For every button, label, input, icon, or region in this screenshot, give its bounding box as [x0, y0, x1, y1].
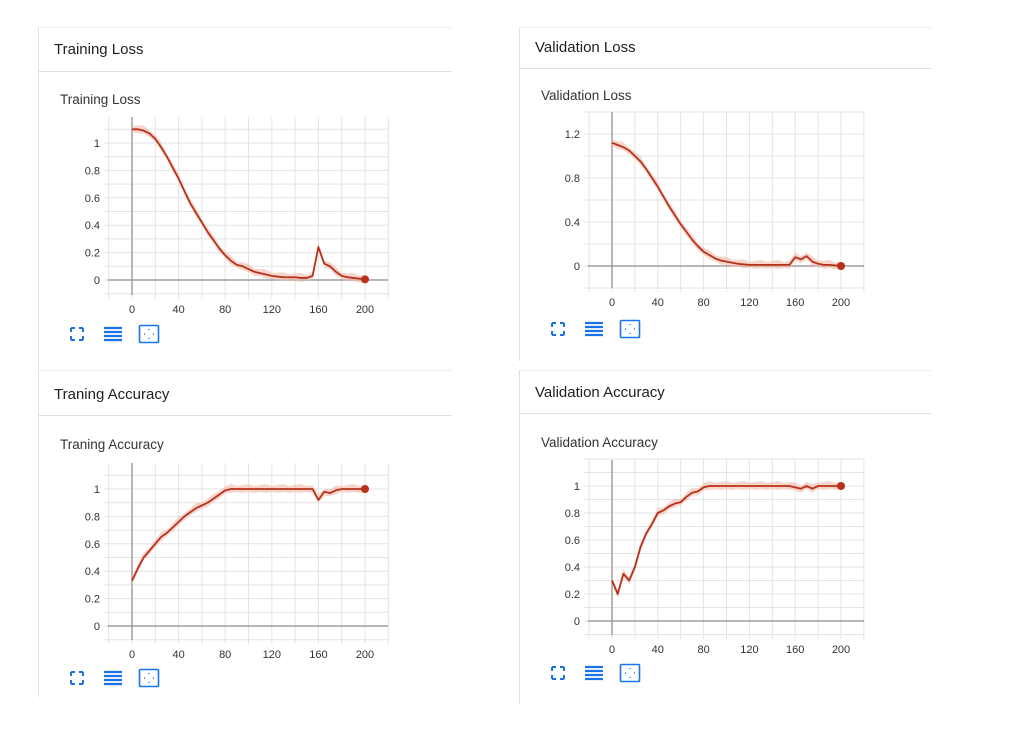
- y-tick-label: 0.2: [565, 589, 580, 601]
- x-tick-label: 200: [832, 297, 850, 309]
- last-point-marker: [361, 485, 369, 493]
- chart-toolbar: [66, 324, 160, 344]
- fit-to-screen-icon[interactable]: [547, 663, 569, 683]
- x-tick-label: 80: [697, 644, 709, 656]
- x-tick-label: 200: [356, 649, 374, 661]
- x-tick-label: 120: [263, 304, 281, 316]
- card-header-title: Validation Loss: [535, 39, 636, 56]
- card-header-title: Traning Accuracy: [54, 386, 170, 403]
- x-tick-label: 200: [356, 304, 374, 316]
- y-tick-label: 0.8: [85, 511, 100, 523]
- x-tick-label: 40: [172, 649, 184, 661]
- toggle-log-scale-icon[interactable]: [102, 668, 124, 688]
- fit-domain-icon[interactable]: [619, 663, 641, 683]
- validation-loss-card: Validation Loss Validation Loss: [519, 27, 931, 361]
- x-tick-label: 0: [129, 649, 135, 661]
- fit-to-screen-icon[interactable]: [66, 324, 88, 344]
- chart-toolbar: [547, 319, 641, 339]
- card-header: Traning Accuracy: [39, 371, 452, 416]
- series-raw-band: [132, 484, 365, 584]
- chart-toolbar: [66, 668, 160, 688]
- chart-validation-loss: 0 40 80 120 160 200 0 0.4 0.8 1.2: [565, 111, 865, 309]
- x-tick-label: 40: [652, 644, 664, 656]
- toggle-log-scale-icon[interactable]: [583, 319, 605, 339]
- x-tick-label: 0: [129, 304, 135, 316]
- y-tick-label: 0: [94, 275, 100, 287]
- y-tick-label: 0.8: [565, 508, 580, 520]
- chart-title: Training Loss: [60, 92, 141, 107]
- x-tick-label: 160: [309, 304, 327, 316]
- card-header-title: Validation Accuracy: [535, 384, 665, 401]
- chart-traning-accuracy: 0 40 80 120 160 200 0 0.2 0.4 0.6 0.8 1: [85, 463, 389, 661]
- chart-validation-accuracy: 0 40 80 120 160 200 0 0.2 0.4 0.6 0.8 1: [565, 458, 865, 656]
- y-tick-label: 0: [94, 621, 100, 633]
- last-point-marker: [361, 275, 369, 284]
- x-tick-label: 120: [740, 297, 758, 309]
- x-tick-label: 0: [609, 644, 615, 656]
- card-header: Validation Accuracy: [520, 371, 931, 414]
- fit-to-screen-icon[interactable]: [547, 319, 569, 339]
- chart-training-loss: 0 40 80 120 160 200 0 0.2 0.4 0.6 0.8 1: [85, 117, 389, 316]
- y-tick-label: 1: [94, 484, 100, 496]
- chart-title: Validation Accuracy: [541, 435, 658, 450]
- series-raw-band: [612, 139, 841, 270]
- x-tick-label: 200: [832, 644, 850, 656]
- x-tick-label: 80: [219, 304, 231, 316]
- fit-to-screen-icon[interactable]: [66, 668, 88, 688]
- validation-accuracy-card: Validation Accuracy Validation Accuracy: [519, 370, 931, 704]
- toggle-log-scale-icon[interactable]: [583, 663, 605, 683]
- y-tick-label: 0.8: [565, 173, 580, 185]
- chart-title: Validation Loss: [541, 88, 632, 103]
- x-tick-label: 120: [740, 644, 758, 656]
- x-tick-label: 80: [697, 297, 709, 309]
- toggle-log-scale-icon[interactable]: [102, 324, 124, 344]
- training-accuracy-card: Traning Accuracy Traning Accuracy: [38, 370, 452, 697]
- y-tick-label: 1: [574, 481, 580, 493]
- y-tick-label: 0.4: [85, 566, 100, 578]
- y-tick-label: 0.8: [85, 165, 100, 177]
- y-tick-label: 0: [574, 261, 580, 273]
- card-header-title: Training Loss: [54, 41, 144, 58]
- x-tick-label: 160: [786, 297, 804, 309]
- y-tick-label: 0.4: [85, 220, 100, 232]
- x-tick-label: 0: [609, 297, 615, 309]
- y-tick-label: 0.2: [85, 594, 100, 606]
- fit-domain-icon[interactable]: [619, 319, 641, 339]
- series-raw-band: [132, 125, 365, 283]
- fit-domain-icon[interactable]: [138, 324, 160, 344]
- last-point-marker: [837, 262, 845, 270]
- y-tick-label: 0.4: [565, 217, 580, 229]
- y-tick-label: 0.6: [565, 535, 580, 547]
- x-tick-label: 80: [219, 649, 231, 661]
- card-header: Training Loss: [39, 28, 452, 72]
- card-header: Validation Loss: [520, 28, 931, 69]
- chart-title: Traning Accuracy: [60, 437, 164, 452]
- last-point-marker: [837, 482, 845, 490]
- x-tick-label: 160: [309, 649, 327, 661]
- y-tick-label: 0: [574, 616, 580, 628]
- chart-toolbar: [547, 663, 641, 683]
- y-tick-label: 1.2: [565, 129, 580, 141]
- y-tick-label: 0.4: [565, 562, 580, 574]
- y-tick-label: 0.6: [85, 193, 100, 205]
- y-tick-label: 0.6: [85, 539, 100, 551]
- x-tick-label: 160: [786, 644, 804, 656]
- x-tick-label: 120: [263, 649, 281, 661]
- x-tick-label: 40: [652, 297, 664, 309]
- y-tick-label: 0.2: [85, 248, 100, 260]
- x-tick-label: 40: [172, 304, 184, 316]
- y-tick-label: 1: [94, 138, 100, 150]
- fit-domain-icon[interactable]: [138, 668, 160, 688]
